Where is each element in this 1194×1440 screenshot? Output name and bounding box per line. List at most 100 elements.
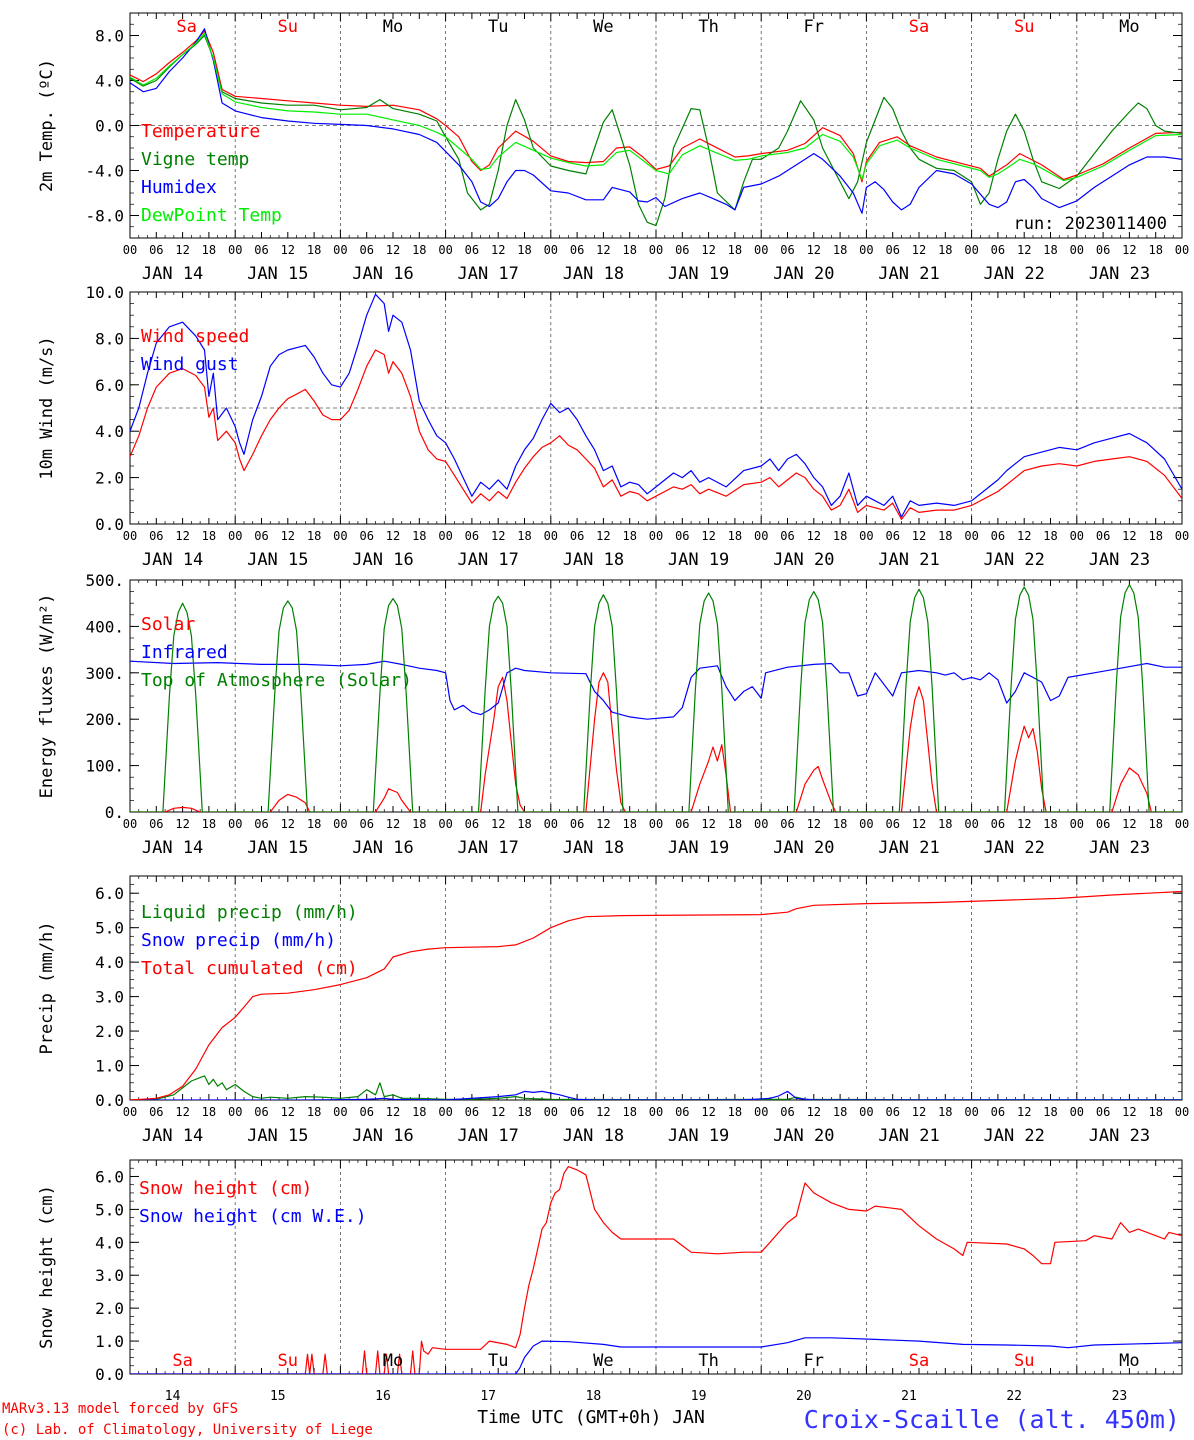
hour-tick-label: 06 — [991, 817, 1005, 831]
date-label: JAN 20 — [773, 838, 834, 858]
date-label: JAN 23 — [1089, 550, 1150, 570]
legend-entry: Snow height (cm) — [139, 1178, 312, 1199]
hour-tick-label: 06 — [149, 817, 163, 831]
y-tick-label: -4.0 — [85, 162, 124, 181]
day-number-label: 18 — [586, 1389, 602, 1404]
date-label: JAN 17 — [457, 550, 518, 570]
series-group — [130, 293, 1182, 520]
hour-tick-label: 18 — [1148, 1105, 1162, 1119]
hour-tick-label: 18 — [517, 243, 531, 257]
weekday-label: Fr — [804, 17, 824, 37]
date-label: JAN 14 — [142, 838, 203, 858]
hour-tick-label: 06 — [359, 1105, 373, 1119]
hour-tick-label: 06 — [465, 1105, 479, 1119]
hour-tick-label: 12 — [1122, 529, 1136, 543]
hour-tick-label: 12 — [1017, 1105, 1031, 1119]
hour-tick-label: 12 — [386, 243, 400, 257]
hour-tick-label: 06 — [359, 243, 373, 257]
hour-tick-label: 12 — [701, 817, 715, 831]
date-label: JAN 18 — [563, 1126, 624, 1146]
weekday-label: Tu — [488, 1351, 508, 1371]
date-label: JAN 22 — [983, 838, 1044, 858]
hour-tick-label: 18 — [833, 1105, 847, 1119]
day-number-label: 22 — [1006, 1389, 1022, 1404]
date-label: JAN 21 — [878, 1126, 939, 1146]
day-number-label: 23 — [1112, 1389, 1128, 1404]
y-tick-label: 300. — [85, 664, 124, 683]
date-label: JAN 17 — [457, 1126, 518, 1146]
hour-tick-label: 12 — [491, 529, 505, 543]
date-label: JAN 16 — [352, 838, 413, 858]
hour-tick-label: 12 — [1122, 243, 1136, 257]
hour-tick-label: 18 — [202, 1105, 216, 1119]
hour-tick-label: 06 — [780, 243, 794, 257]
hour-tick-label: 00 — [1070, 529, 1084, 543]
day-number-label: 16 — [375, 1389, 391, 1404]
hour-tick-label: 00 — [333, 243, 347, 257]
hour-tick-label: 00 — [544, 243, 558, 257]
run-label: run: 2023011400 — [1013, 214, 1167, 234]
weekday-label: Sa — [909, 17, 929, 37]
y-tick-label: 100. — [85, 757, 124, 776]
series-line-1 — [130, 1166, 1182, 1374]
hour-tick-label: 00 — [228, 817, 242, 831]
hour-tick-label: 18 — [202, 817, 216, 831]
date-label: JAN 21 — [878, 264, 939, 284]
weekday-label: Mo — [1119, 1351, 1139, 1371]
hour-tick-label: 12 — [386, 1105, 400, 1119]
lab-credit: (c) Lab. of Climatology, University of L… — [2, 1422, 373, 1438]
hour-tick-label: 18 — [1043, 817, 1057, 831]
legend-entry: Infrared — [141, 642, 228, 663]
y-tick-label: 1.0 — [95, 1057, 124, 1076]
hour-tick-label: 06 — [465, 817, 479, 831]
weekday-label: Sa — [176, 17, 196, 37]
hour-tick-label: 18 — [307, 1105, 321, 1119]
weekday-label: Sa — [172, 1351, 192, 1371]
hour-tick-label: 18 — [622, 1105, 636, 1119]
series-line-3 — [130, 890, 1182, 1100]
hour-tick-label: 06 — [465, 243, 479, 257]
hour-tick-label: 12 — [596, 529, 610, 543]
date-label: JAN 16 — [352, 1126, 413, 1146]
legend-entry: Liquid precip (mm/h) — [141, 902, 358, 923]
y-axis-label: 2m Temp. (ºC) — [37, 59, 57, 192]
date-label: JAN 19 — [668, 1126, 729, 1146]
hour-tick-label: 12 — [175, 529, 189, 543]
weekday-label: Mo — [383, 1351, 403, 1371]
hour-tick-label: 12 — [807, 817, 821, 831]
hour-tick-label: 12 — [912, 529, 926, 543]
hour-tick-label: 18 — [622, 817, 636, 831]
hour-tick-label: 00 — [123, 243, 137, 257]
date-label: JAN 20 — [773, 1126, 834, 1146]
day-number-label: 19 — [691, 1389, 707, 1404]
chart-panels: -8.0 -4.0 0.0 4.0 8.0 2m Temp. (ºC) 00 06 12 18 00… — [37, 12, 1189, 1404]
hour-tick-label: 12 — [175, 243, 189, 257]
date-label: JAN 15 — [247, 264, 308, 284]
hour-tick-label: 06 — [570, 1105, 584, 1119]
y-tick-label: 0.0 — [95, 515, 124, 534]
weekday-label: Th — [698, 1351, 718, 1371]
hour-tick-label: 00 — [964, 243, 978, 257]
hour-tick-label: 06 — [885, 817, 899, 831]
hour-tick-label: 18 — [622, 529, 636, 543]
hour-tick-label: 18 — [412, 243, 426, 257]
series-line-4 — [130, 32, 1182, 182]
hour-tick-label: 18 — [1148, 817, 1162, 831]
date-label: JAN 17 — [457, 264, 518, 284]
hour-tick-label: 00 — [438, 529, 452, 543]
hour-tick-label: 06 — [570, 529, 584, 543]
date-label: JAN 21 — [878, 550, 939, 570]
weekday-label: Mo — [1119, 17, 1139, 37]
hour-tick-label: 00 — [333, 1105, 347, 1119]
y-tick-label: 4.0 — [95, 953, 124, 972]
series-line-1 — [130, 672, 1182, 812]
hour-tick-label: 00 — [1070, 1105, 1084, 1119]
time-axis-label: Time UTC (GMT+0h) JAN — [477, 1407, 705, 1428]
y-tick-label: 4.0 — [95, 1233, 124, 1252]
hour-tick-label: 00 — [754, 243, 768, 257]
hour-tick-label: 06 — [675, 243, 689, 257]
y-tick-label: -8.0 — [85, 207, 124, 226]
y-tick-label: 4.0 — [95, 422, 124, 441]
legend-entry: Total cumulated (cm) — [141, 958, 358, 979]
hour-tick-label: 06 — [675, 817, 689, 831]
